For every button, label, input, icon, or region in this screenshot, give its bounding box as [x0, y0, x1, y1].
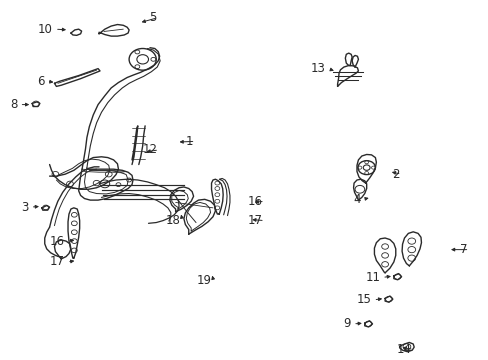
- Text: 10: 10: [38, 23, 53, 36]
- Text: 8: 8: [10, 98, 18, 111]
- Text: 4: 4: [353, 193, 360, 206]
- Text: 17: 17: [50, 256, 65, 269]
- Text: 14: 14: [396, 343, 411, 356]
- Text: 17: 17: [247, 214, 263, 227]
- Text: 11: 11: [365, 271, 380, 284]
- Text: 9: 9: [343, 318, 350, 330]
- Text: 12: 12: [142, 143, 157, 156]
- Text: 19: 19: [196, 274, 211, 287]
- Text: 13: 13: [310, 62, 325, 75]
- Text: 16: 16: [247, 195, 263, 208]
- Text: 7: 7: [459, 243, 467, 256]
- Text: 5: 5: [148, 11, 156, 24]
- Text: 1: 1: [186, 135, 193, 148]
- Text: 16: 16: [50, 235, 65, 248]
- Text: 3: 3: [21, 201, 29, 213]
- Text: 6: 6: [37, 75, 45, 88]
- Text: 18: 18: [165, 214, 180, 227]
- Text: 2: 2: [391, 168, 399, 181]
- Text: 15: 15: [356, 293, 371, 306]
